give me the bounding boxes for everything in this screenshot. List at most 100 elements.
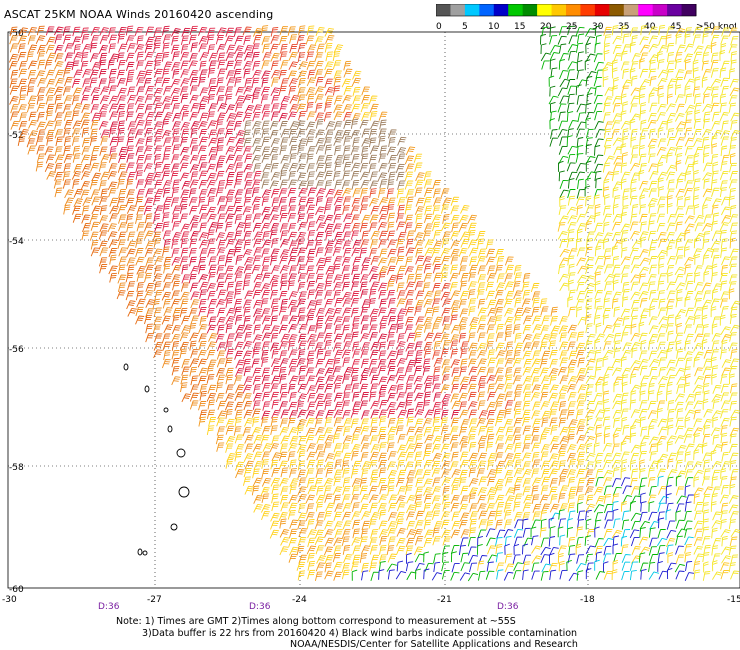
wind-barb (684, 33, 691, 45)
wind-barb (397, 333, 405, 343)
wind-barb (80, 119, 90, 129)
wind-barb (216, 316, 226, 326)
wind-barb (352, 528, 360, 539)
wind-barb (377, 221, 388, 231)
wind-barb (190, 102, 200, 112)
wind-barb (198, 307, 207, 317)
wind-barb (80, 171, 91, 180)
wind-barb (640, 79, 651, 88)
wind-barb (720, 35, 729, 45)
islands (123, 363, 190, 556)
wind-barb (134, 26, 144, 36)
wind-barb (297, 333, 307, 343)
wind-barb (559, 357, 569, 367)
wind-barb (109, 197, 119, 207)
wind-barb (675, 94, 685, 104)
wind-barb (98, 215, 109, 225)
wind-barb (603, 205, 611, 216)
wind-barb (369, 171, 378, 181)
wind-barb (145, 26, 155, 36)
wind-barb (135, 146, 144, 156)
wind-barb (306, 273, 315, 283)
wind-barb (440, 425, 449, 436)
wind-barb (225, 70, 235, 80)
wind-barb (485, 281, 494, 292)
wind-barb (522, 468, 532, 478)
wind-barb (261, 146, 271, 156)
wind-barb (378, 433, 387, 444)
wind-barb (287, 187, 297, 197)
wind-barb (352, 545, 361, 555)
wind-barb (476, 342, 487, 352)
wind-barb (18, 61, 27, 71)
wind-barb (396, 298, 406, 308)
wind-barb (414, 273, 423, 284)
wind-barb (405, 545, 414, 556)
wind-barb (684, 171, 692, 182)
wind-barb (387, 477, 395, 488)
wind-barb (208, 129, 217, 139)
wind-barb (729, 511, 739, 521)
wind-barb (63, 163, 72, 173)
wind-barb (442, 197, 452, 207)
wind-barb (332, 342, 342, 352)
island-outline (137, 548, 143, 556)
wind-barb (270, 512, 280, 522)
wind-barb (145, 299, 155, 308)
wind-barb (323, 350, 332, 360)
wind-barb (603, 298, 610, 309)
wind-barb (45, 154, 55, 164)
wind-barb (584, 59, 591, 71)
wind-barb (603, 341, 612, 351)
wind-barb (298, 365, 307, 376)
wind-barb (505, 350, 513, 360)
wind-barb (433, 366, 441, 377)
wind-barb (566, 518, 573, 529)
wind-barb (665, 493, 672, 504)
wind-barb (629, 247, 639, 257)
wind-barb (225, 384, 234, 394)
wind-barb (566, 383, 577, 393)
wind-barb (685, 560, 693, 571)
wind-barb (432, 282, 441, 293)
wind-barb (432, 350, 441, 360)
wind-barb (359, 163, 369, 173)
wind-barb (629, 561, 638, 571)
wind-barb (514, 384, 523, 394)
wind-barb (575, 26, 585, 36)
wind-barb (468, 247, 479, 257)
wind-barb (118, 146, 128, 156)
wind-barb (342, 529, 351, 539)
wind-barb (269, 130, 279, 140)
wind-barb (216, 86, 225, 96)
wind-barb (639, 52, 649, 62)
wind-barb (576, 331, 585, 342)
wind-barb (324, 162, 332, 173)
wind-barb (468, 467, 477, 478)
wind-barb (36, 145, 45, 155)
wind-barb (631, 53, 641, 62)
wind-barb (163, 256, 172, 267)
wind-barb (171, 365, 180, 376)
wind-barb (540, 401, 550, 410)
wind-barb (523, 494, 533, 504)
wind-barb (117, 282, 126, 293)
wind-barb (440, 348, 449, 359)
wind-barb (343, 418, 353, 428)
wind-barb (206, 34, 215, 45)
wind-barb (260, 487, 270, 496)
wind-barb (557, 128, 568, 138)
wind-barb (476, 256, 486, 266)
wind-barb (333, 282, 343, 292)
wind-barb (342, 357, 351, 368)
wind-barb (296, 256, 305, 266)
wind-barb (207, 291, 216, 301)
wind-barb (666, 164, 677, 174)
wind-barb (109, 111, 119, 121)
wind-barb (333, 537, 343, 547)
wind-barb (226, 333, 235, 343)
wind-barb (235, 138, 245, 147)
wind-barb (324, 340, 332, 350)
wind-barb (315, 322, 323, 333)
wind-barb (190, 349, 199, 359)
